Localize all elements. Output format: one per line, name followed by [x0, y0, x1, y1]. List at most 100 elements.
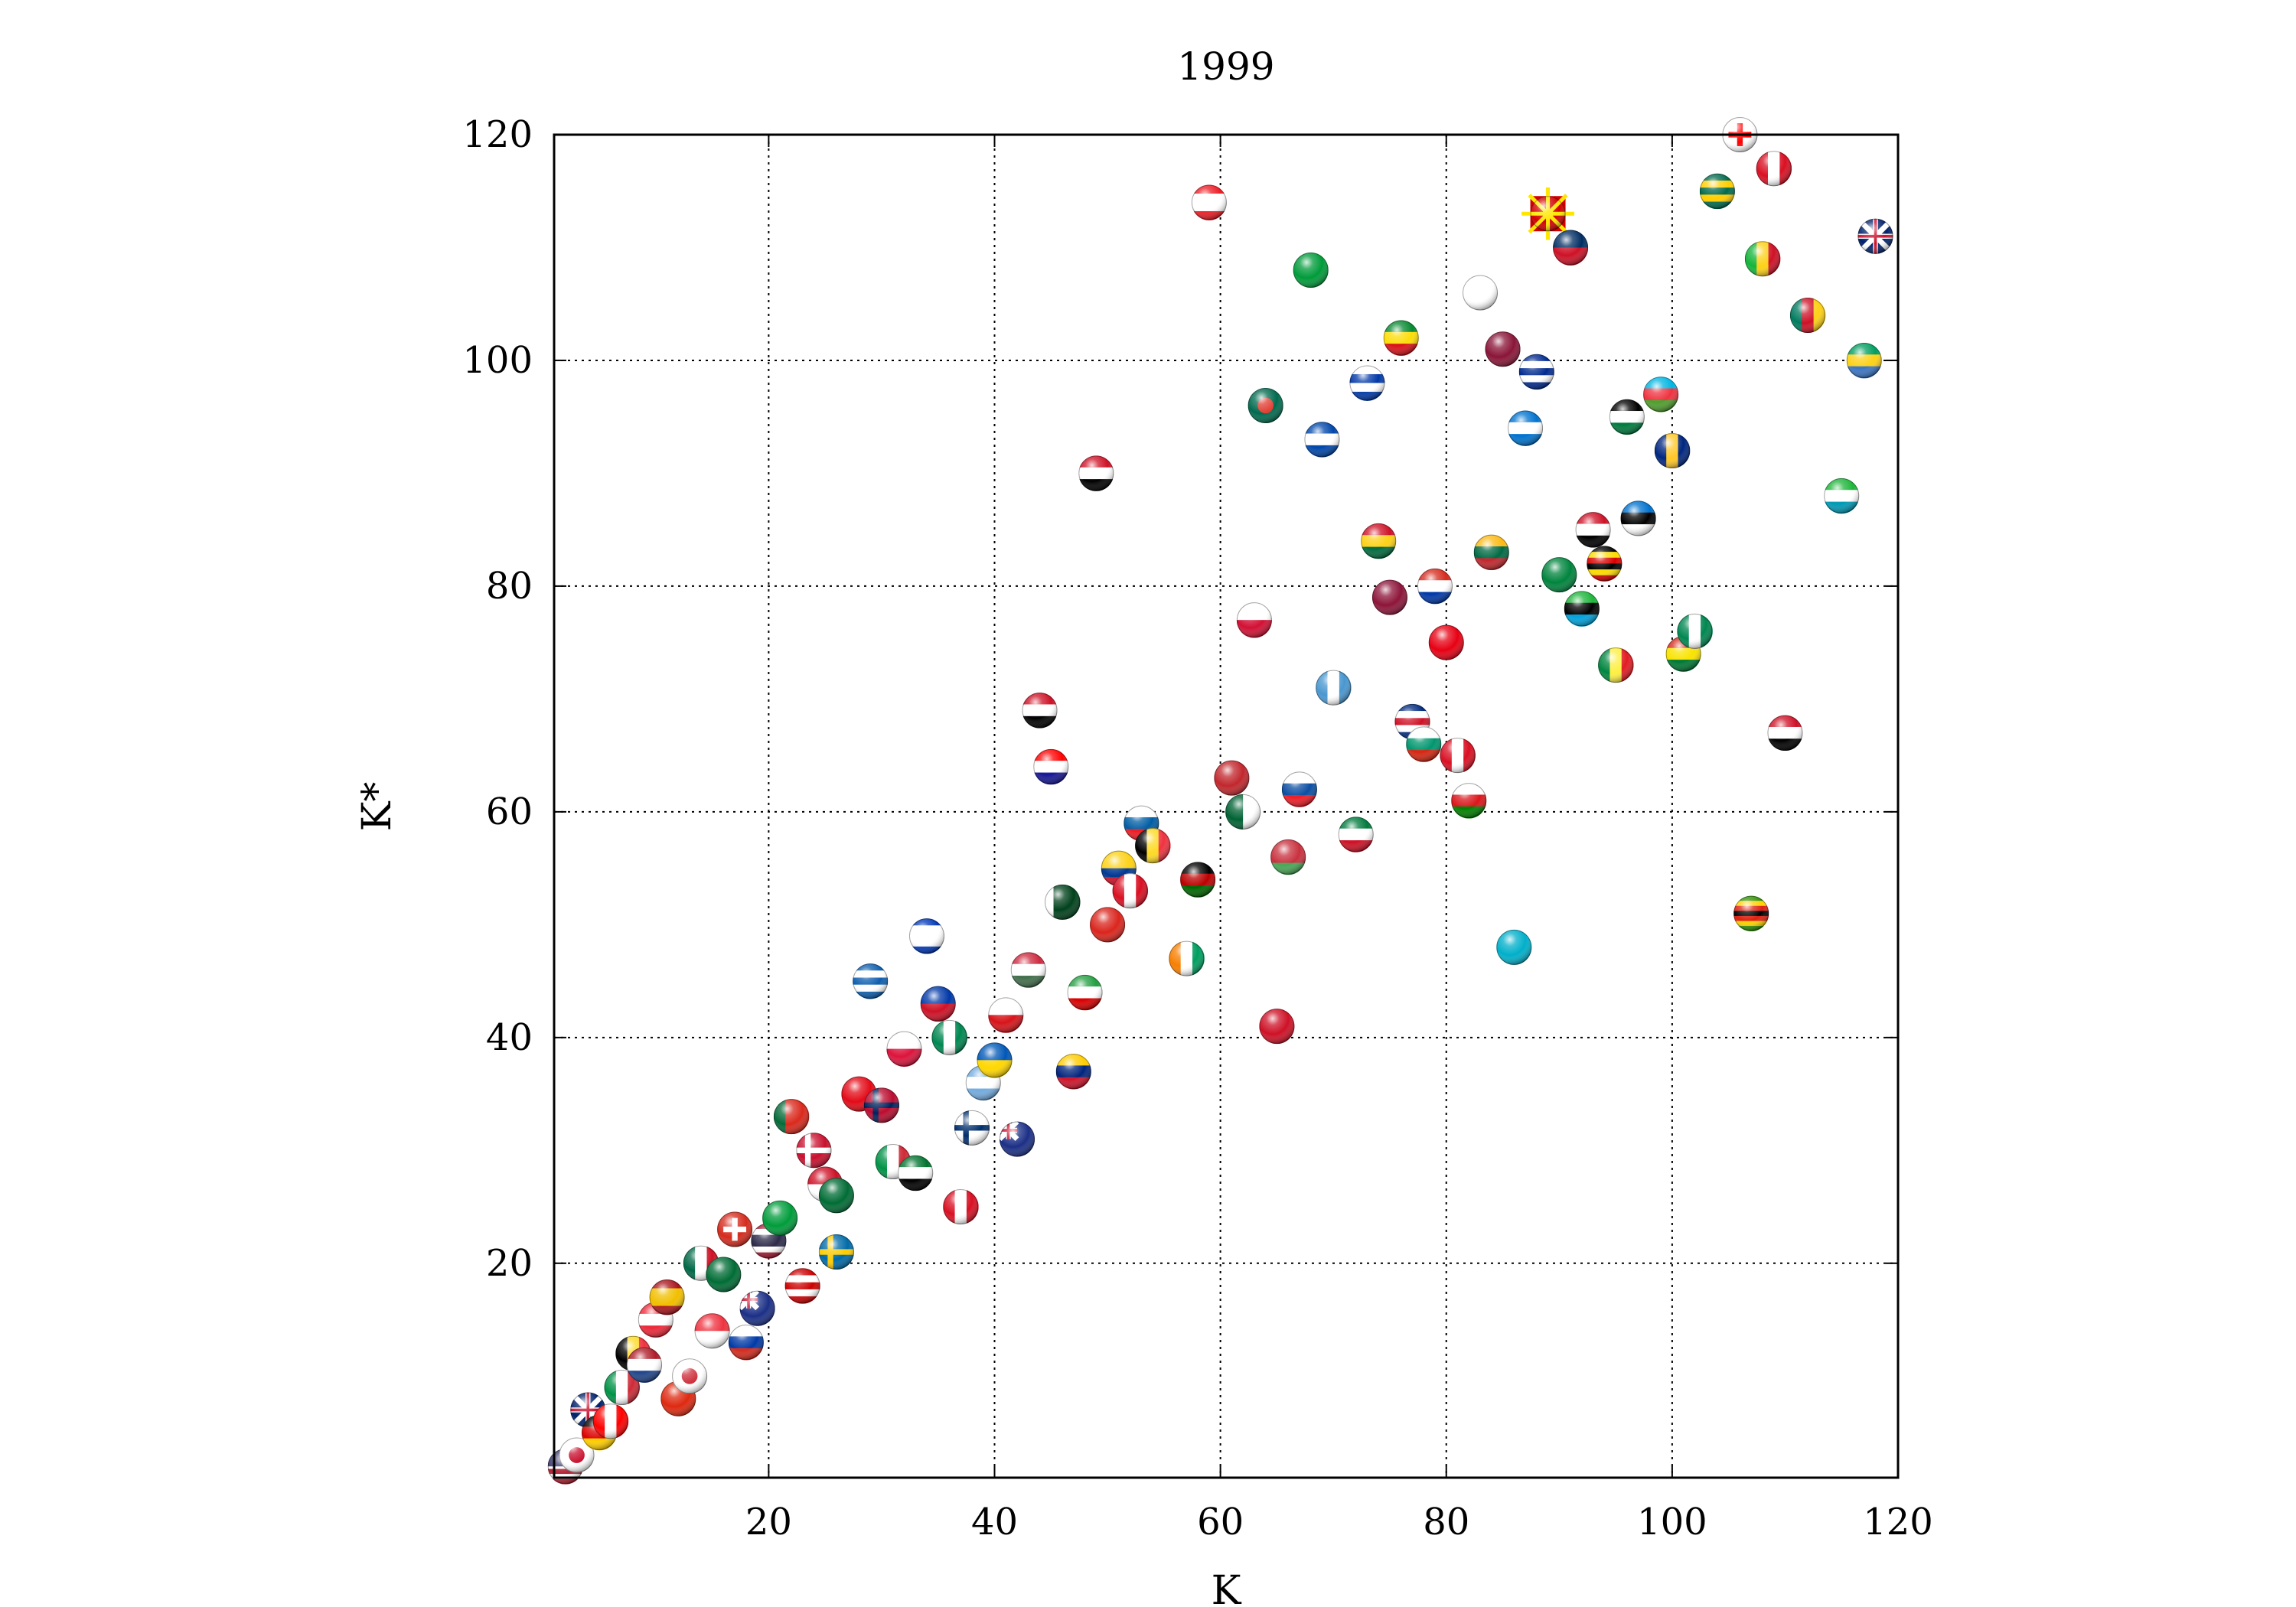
flag-marker-poland: [886, 1031, 922, 1068]
flag-marker-south-korea: [672, 1358, 708, 1394]
flag-marker-vietnam: [1090, 907, 1126, 943]
flag-marker-egypt: [1022, 693, 1058, 729]
flag-marker-ethiopia: [1383, 320, 1419, 356]
flag-marker-norway: [863, 1087, 899, 1123]
flag-marker-oman: [1451, 783, 1487, 819]
flag-marker-switzerland: [717, 1211, 753, 1247]
flag-marker-italy: [604, 1370, 641, 1406]
flag-marker-uae: [898, 1155, 934, 1191]
flag-marker-slovakia: [1281, 771, 1317, 807]
flag-marker-pakistan: [1045, 884, 1081, 920]
flag-marker-brazil: [762, 1200, 798, 1236]
flag-marker-kuwait: [1338, 817, 1374, 852]
flag-marker-iceland: [1857, 218, 1893, 254]
flag-marker-russia: [728, 1325, 764, 1361]
flag-marker-peru: [1440, 738, 1476, 774]
flag-marker-australia: [739, 1290, 775, 1326]
flag-marker-saudi-arabia: [706, 1257, 742, 1292]
data-points: [547, 117, 1893, 1485]
flag-marker-kazakhstan: [1496, 929, 1532, 965]
flag-marker-peru: [943, 1189, 979, 1225]
chart-title: 1999: [1177, 44, 1274, 89]
flag-marker-honduras: [1508, 410, 1544, 446]
flag-marker-hungary: [1010, 952, 1046, 988]
flag-marker-paraguay: [1417, 568, 1453, 605]
flag-marker-singapore: [694, 1313, 730, 1349]
flag-marker-tanzania: [1564, 591, 1600, 627]
flag-marker-barbados: [1654, 432, 1691, 468]
y-axis-label: K*: [354, 782, 400, 832]
x-tick-label: 60: [1197, 1501, 1244, 1543]
y-tick-label: 100: [462, 339, 533, 382]
flag-marker-morocco: [1214, 760, 1250, 796]
plot-frame: [553, 133, 1900, 1479]
flag-marker-kenya: [1180, 862, 1216, 898]
flag-marker-cuba: [1518, 354, 1554, 390]
flag-marker-uzbekistan: [1824, 478, 1860, 514]
flag-marker-greece: [853, 963, 889, 999]
flag-marker-sri-lanka: [1371, 579, 1407, 615]
flag-marker-jamaica: [1293, 252, 1329, 288]
flag-marker-malaysia: [784, 1268, 820, 1304]
flag-marker-spain: [649, 1279, 685, 1315]
flag-marker-yemen: [1078, 455, 1114, 491]
x-tick-label: 80: [1423, 1501, 1469, 1543]
flag-marker-peru: [1756, 151, 1792, 187]
flag-marker-algeria: [1225, 794, 1261, 830]
flag-marker-philippines: [920, 986, 956, 1022]
flag-marker-ghana: [1361, 523, 1397, 559]
flag-marker-czech-republic: [988, 997, 1024, 1033]
flag-marker-macedonia: [1521, 187, 1575, 240]
x-tick-label: 20: [745, 1501, 792, 1543]
flag-marker-israel: [908, 918, 944, 954]
y-tick-label: 20: [486, 1242, 533, 1285]
flag-marker-panama: [1236, 602, 1272, 638]
flag-marker-mexico: [683, 1245, 719, 1281]
flag-marker-iraq: [1767, 715, 1803, 751]
flag-marker-uruguay: [1349, 365, 1385, 401]
flag-marker-tunisia: [1428, 624, 1464, 660]
flag-marker-denmark: [796, 1133, 832, 1169]
flag-marker-netherlands: [627, 1347, 663, 1384]
flag-marker-cyprus: [1463, 275, 1499, 311]
flag-marker-syria: [1575, 512, 1611, 548]
flag-marker-el-salvador: [1304, 422, 1340, 458]
grid-lines: [554, 135, 1898, 1478]
flag-marker-estonia: [1620, 500, 1656, 536]
flag-marker-guatemala: [1316, 670, 1352, 706]
flag-marker-zimbabwe: [1733, 895, 1769, 932]
flag-marker-mali: [1744, 241, 1781, 277]
flag-marker-peru: [1112, 873, 1149, 909]
x-tick-label: 40: [971, 1501, 1018, 1543]
flag-marker-ivory-coast: [1169, 940, 1205, 976]
y-tick-label: 120: [462, 113, 533, 156]
flag-marker-senegal: [1598, 647, 1634, 683]
y-tick-label: 60: [486, 790, 533, 833]
flag-marker-jordan: [1609, 399, 1645, 435]
flag-marker-lebanon: [1191, 184, 1227, 220]
flag-marker-finland: [954, 1110, 990, 1146]
flag-marker-turkmenistan: [1541, 557, 1577, 593]
axis-ticks: 20 40 60 80 100 120 20 40 60 80 100 120: [462, 113, 1932, 1543]
flag-marker-cameroon: [1789, 297, 1826, 333]
flag-marker-dominican-republic: [1553, 230, 1589, 266]
flag-marker-qatar: [1485, 331, 1521, 367]
flag-marker-bangladesh: [1247, 387, 1283, 423]
flag-marker-nigeria: [1677, 613, 1713, 649]
y-tick-label: 80: [486, 565, 533, 608]
x-tick-label: 120: [1863, 1501, 1933, 1543]
flag-marker-bulgaria: [1406, 726, 1442, 762]
flag-marker-belarus: [1270, 839, 1306, 875]
flag-marker-iran: [1067, 974, 1103, 1011]
flag-marker-canada: [592, 1403, 629, 1439]
flag-marker-trinidad-and-tobago: [1259, 1009, 1295, 1045]
flag-marker-sweden: [818, 1234, 854, 1270]
flag-marker-new-zealand: [1000, 1121, 1035, 1157]
flag-marker-portugal: [773, 1099, 810, 1135]
x-axis-label: K: [1212, 1568, 1242, 1607]
flag-marker-nigeria: [931, 1019, 967, 1055]
flag-marker-ukraine: [977, 1042, 1013, 1078]
flag-marker-belgium: [1135, 828, 1171, 864]
flag-marker-togo: [1699, 173, 1735, 210]
